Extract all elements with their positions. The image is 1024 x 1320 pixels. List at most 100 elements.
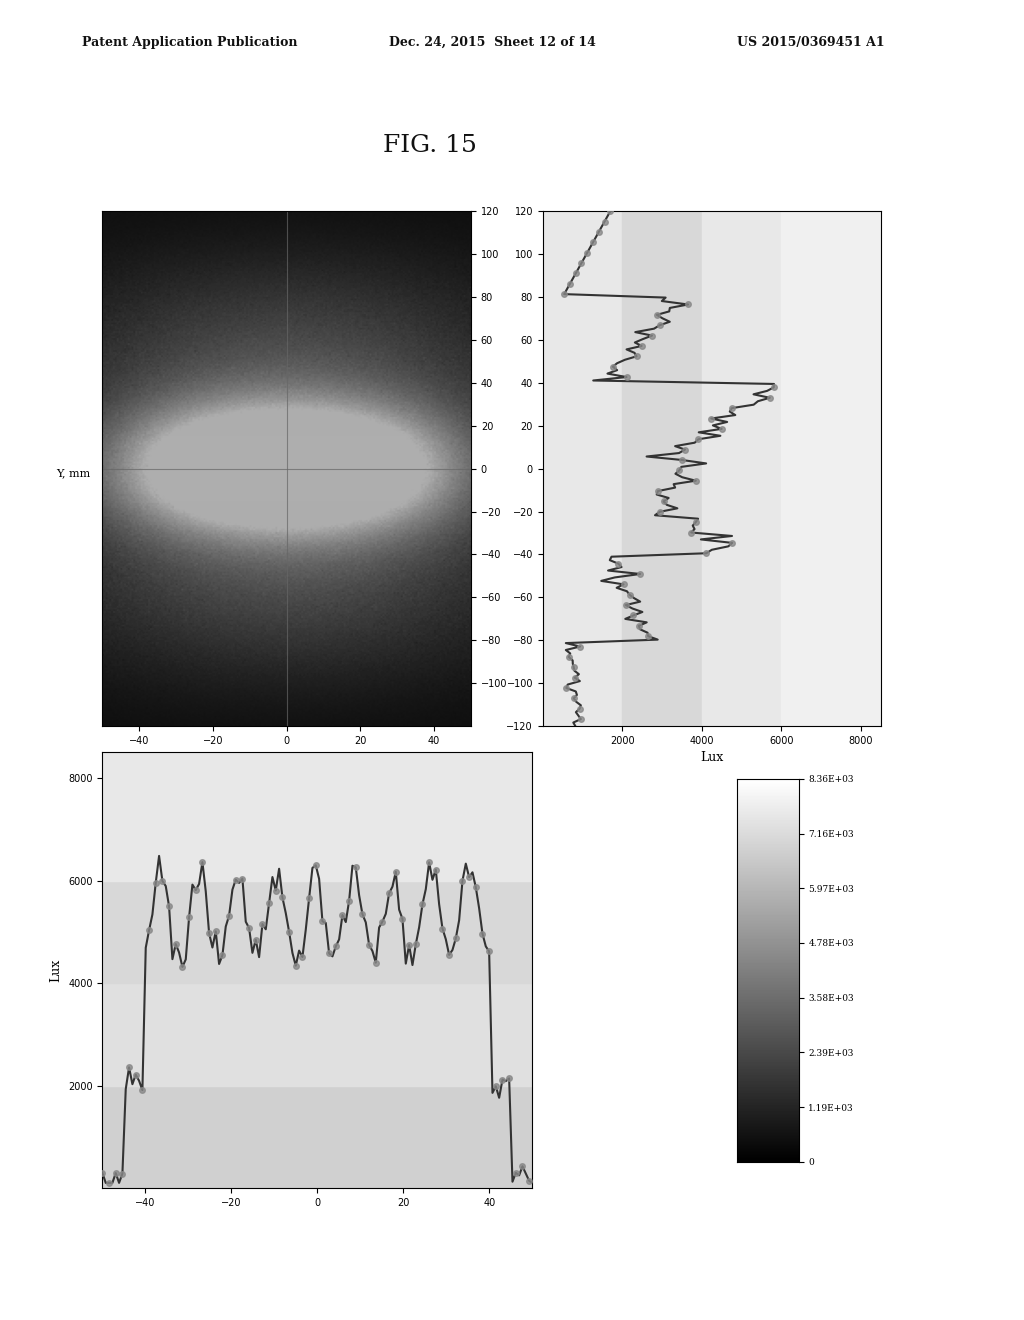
Point (487, 1076, 504, 1097)
Point (374, 911, 390, 932)
Point (347, 857, 364, 878)
Point (571, 698, 588, 719)
Point (650, 480, 667, 502)
Point (328, 936, 344, 957)
Bar (781, 211, 881, 726)
Point (321, 942, 337, 964)
Point (566, 667, 583, 688)
Point (762, 387, 778, 408)
Point (687, 470, 703, 491)
Point (521, 1171, 538, 1192)
Bar (102, 983, 532, 1085)
Point (622, 585, 638, 606)
Bar (543, 211, 623, 726)
Point (567, 263, 584, 284)
Point (648, 305, 665, 326)
Point (602, 201, 618, 222)
Point (360, 935, 377, 956)
Point (558, 677, 574, 698)
Point (221, 906, 238, 927)
Y-axis label: Y, mm: Y, mm (55, 469, 90, 479)
Point (447, 928, 464, 949)
Point (585, 232, 601, 253)
Point (174, 957, 190, 978)
Point (617, 594, 634, 615)
Point (115, 1163, 131, 1184)
Point (671, 459, 687, 480)
Point (572, 636, 589, 657)
Point (495, 1069, 511, 1090)
Point (690, 429, 707, 450)
Point (254, 913, 270, 935)
Point (683, 521, 699, 543)
Point (241, 917, 257, 939)
Point (631, 615, 647, 636)
Point (195, 851, 211, 873)
Point (514, 1156, 530, 1177)
Point (388, 861, 404, 882)
Point (421, 851, 437, 873)
Point (248, 929, 264, 950)
Point (341, 890, 357, 911)
Point (766, 376, 782, 397)
Point (394, 908, 411, 929)
Point (128, 1064, 144, 1085)
Point (134, 1080, 151, 1101)
Text: US 2015/0369451 A1: US 2015/0369451 A1 (737, 36, 885, 49)
Point (481, 941, 498, 962)
Point (234, 869, 251, 890)
Bar (701, 211, 781, 726)
Point (634, 335, 650, 356)
Point (562, 273, 579, 294)
Point (714, 418, 730, 440)
Point (307, 855, 324, 876)
Point (101, 1172, 118, 1193)
Point (698, 543, 715, 564)
Point (626, 605, 642, 626)
Text: Dec. 24, 2015  Sheet 12 of 14: Dec. 24, 2015 Sheet 12 of 14 (389, 36, 596, 49)
Point (428, 859, 444, 880)
Point (354, 904, 371, 925)
Point (227, 869, 244, 890)
Point (121, 1057, 137, 1078)
Point (618, 367, 635, 388)
Point (141, 920, 158, 941)
Point (640, 626, 656, 647)
Point (155, 870, 171, 891)
Point (687, 512, 703, 533)
Bar (623, 211, 701, 726)
Point (314, 911, 331, 932)
Point (461, 867, 477, 888)
Point (651, 502, 668, 523)
Point (724, 532, 740, 553)
Point (560, 647, 577, 668)
Point (415, 894, 431, 915)
Point (288, 956, 304, 977)
Point (147, 873, 164, 894)
Point (434, 917, 451, 939)
X-axis label: Lux: Lux (700, 751, 723, 764)
Point (368, 952, 384, 973)
Point (94, 1163, 111, 1184)
Point (214, 945, 230, 966)
Point (644, 325, 660, 346)
Point (655, 491, 672, 512)
Point (267, 880, 284, 902)
Point (629, 346, 645, 367)
Point (651, 314, 668, 335)
Point (334, 904, 350, 925)
X-axis label: X, mm: X, mm (266, 751, 307, 764)
Point (168, 933, 184, 954)
Text: Patent Application Publication: Patent Application Publication (82, 36, 297, 49)
Text: FIG. 15: FIG. 15 (383, 133, 477, 157)
Point (680, 294, 696, 315)
Bar (102, 880, 532, 983)
Point (301, 887, 317, 908)
Point (455, 870, 471, 891)
Point (556, 284, 572, 305)
Bar (102, 752, 532, 880)
Point (201, 923, 217, 944)
Point (381, 883, 397, 904)
Point (274, 887, 291, 908)
Point (294, 946, 310, 968)
